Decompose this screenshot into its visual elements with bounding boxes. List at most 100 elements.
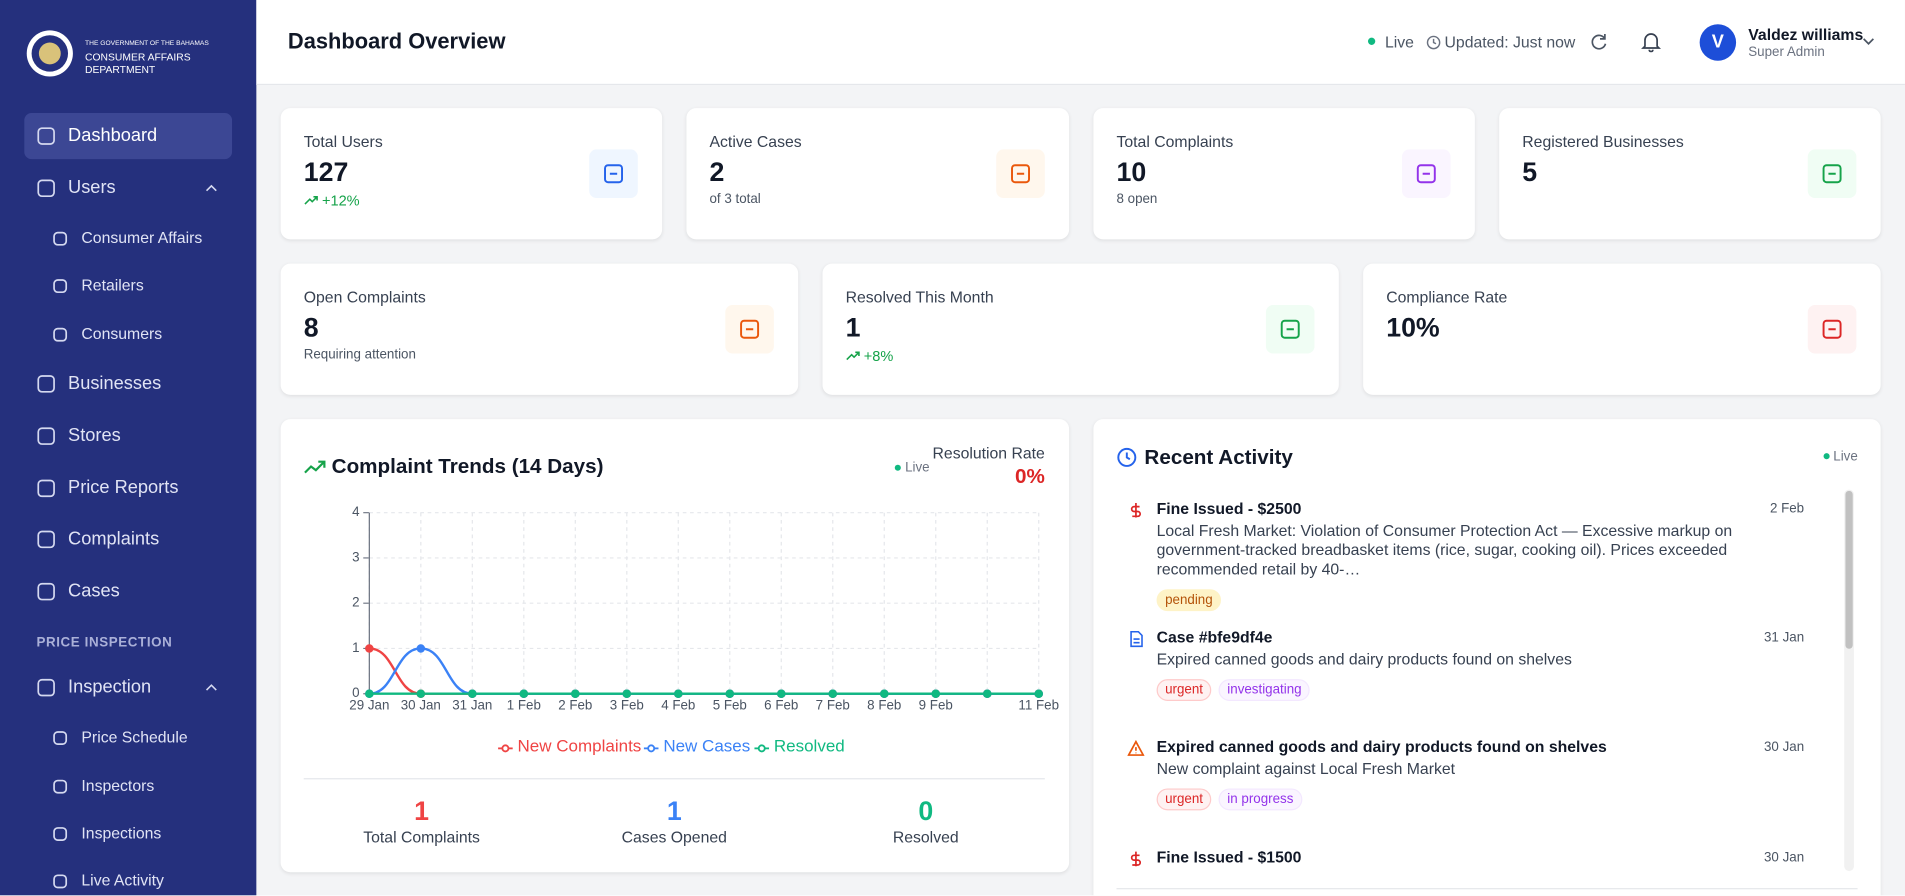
icon <box>1822 319 1842 339</box>
data-point <box>982 689 992 698</box>
resolution-label: Resolution Rate <box>933 446 1046 463</box>
icon-shape <box>37 179 55 198</box>
clock-icon <box>1117 447 1137 467</box>
activity-item: Expired canned goods and dairy products … <box>1156 735 1804 811</box>
stat-icon <box>996 149 1045 199</box>
nav-item[interactable]: Consumer Affairs <box>81 228 203 247</box>
activity-date: 30 Jan <box>1763 850 1805 866</box>
resolution-value: 0% <box>1015 465 1045 488</box>
x-tick-label: 7 Feb <box>816 697 850 712</box>
stat-label: Compliance Rate <box>1386 287 1508 307</box>
icon-shape <box>53 278 68 293</box>
data-point <box>365 644 374 653</box>
legend-label: Resolved <box>774 737 845 756</box>
data-point <box>777 689 786 698</box>
arrow <box>304 196 318 205</box>
trend-icon <box>304 460 326 474</box>
icon-shape <box>740 319 760 339</box>
notifications-button[interactable] <box>1640 30 1662 53</box>
stat-icon <box>1265 304 1315 354</box>
icon-shape <box>1280 319 1300 339</box>
nav-item[interactable]: Inspections <box>81 823 162 842</box>
status: Live <box>1384 32 1414 52</box>
stat-label: Total Users <box>303 132 383 151</box>
legend-swatch-dot <box>501 744 510 753</box>
stat-card: Compliance Rate 10% <box>1363 263 1881 395</box>
activity-item: Fine Issued - $2500 2 Feb Local Fresh Mark… <box>1156 497 1804 612</box>
data-point <box>519 689 529 698</box>
summary-label: Total Complaints <box>363 829 480 846</box>
x-tick-label: 9 Feb <box>919 697 953 712</box>
legend-swatch-dot <box>647 744 656 753</box>
scrollbar-thumb[interactable] <box>1845 490 1853 649</box>
x-tick-label: 3 Feb <box>610 697 644 712</box>
nav-item[interactable]: Consumers <box>81 324 163 343</box>
trend-up-icon <box>304 196 318 205</box>
stat-note: Requiring attention <box>303 347 416 363</box>
stat-icon <box>725 304 774 354</box>
stat-card: Total Complaints 10 8 open <box>1093 108 1475 240</box>
icon-shape <box>604 164 624 184</box>
nav-icon <box>37 179 55 198</box>
activity-icon <box>1130 630 1143 648</box>
x-tick-label: 2 Feb <box>558 697 592 712</box>
stat-label: Total Complaints <box>1116 132 1234 151</box>
chevron <box>205 684 217 691</box>
chart-title: Complaint Trends (14 Days) <box>332 455 604 478</box>
refresh-button[interactable] <box>1589 32 1608 51</box>
legend-swatch-dot <box>757 744 766 753</box>
nav-item[interactable]: Inspectors <box>81 776 155 795</box>
nav-item[interactable]: Inspection <box>68 676 152 698</box>
stat-label: Active Cases <box>709 132 802 151</box>
status-tag: urgent <box>1156 679 1212 701</box>
data-point <box>725 689 735 698</box>
nav-icon <box>37 479 55 498</box>
nav-item[interactable]: Dashboard <box>68 125 158 146</box>
stat-note: of 3 total <box>709 191 761 207</box>
icon-shape <box>1011 164 1030 184</box>
stat-note: +8% <box>863 347 894 365</box>
chart: Complaint Trends (14 Days) Live Resoluti… <box>303 446 1059 846</box>
scrollbar-track[interactable] <box>1844 489 1854 872</box>
header: Dashboard Overview Live Updated: Just no… <box>256 0 1905 86</box>
nav-item[interactable]: Price Schedule <box>81 727 188 746</box>
nav-active-bg <box>24 112 233 160</box>
user-menu-toggle[interactable] <box>1861 35 1876 47</box>
icon <box>740 319 760 339</box>
stat-card: Active Cases 2 of 3 total <box>686 108 1070 240</box>
nav-item[interactable]: Businesses <box>68 372 162 394</box>
data-point <box>622 689 632 698</box>
nav-item[interactable]: Live Activity <box>81 871 164 890</box>
icon-shape <box>1127 739 1145 756</box>
stat-label: Resolved This Month <box>845 287 994 307</box>
nav-item[interactable]: Cases <box>68 580 120 602</box>
nav-icon <box>53 327 68 342</box>
avatar[interactable]: V <box>1699 24 1737 61</box>
nav-item[interactable]: Retailers <box>81 275 144 295</box>
status-dot <box>1367 37 1376 45</box>
nav-collapse <box>205 184 217 192</box>
user-name: Valdez williams <box>1748 25 1864 44</box>
nav-item[interactable]: Price Reports <box>68 477 179 499</box>
live-dot <box>894 464 901 471</box>
data-point <box>1034 689 1043 698</box>
icon-shape <box>37 582 55 601</box>
icon-shape <box>53 730 68 745</box>
nav-item[interactable]: Stores <box>68 425 121 446</box>
nav-item[interactable]: Complaints <box>68 528 160 550</box>
icon-shape <box>37 530 55 549</box>
summary-value: 1 <box>667 796 682 826</box>
stat-label: Registered Businesses <box>1522 132 1684 151</box>
activity-title: Expired canned goods and dairy products … <box>1156 737 1607 756</box>
trend-card: Complaint Trends (14 Days) Live Resoluti… <box>280 419 1070 873</box>
nav-item[interactable]: Users <box>68 177 116 199</box>
icon <box>1011 164 1030 184</box>
clock-icon <box>1426 35 1441 50</box>
stat-card: Total Users 127 +12% <box>280 108 663 240</box>
nav-icon <box>37 678 55 697</box>
nav-icon <box>53 873 68 888</box>
activity-date: 31 Jan <box>1763 630 1805 646</box>
stat-value: 10% <box>1386 312 1440 343</box>
stat-value: 127 <box>303 156 349 188</box>
